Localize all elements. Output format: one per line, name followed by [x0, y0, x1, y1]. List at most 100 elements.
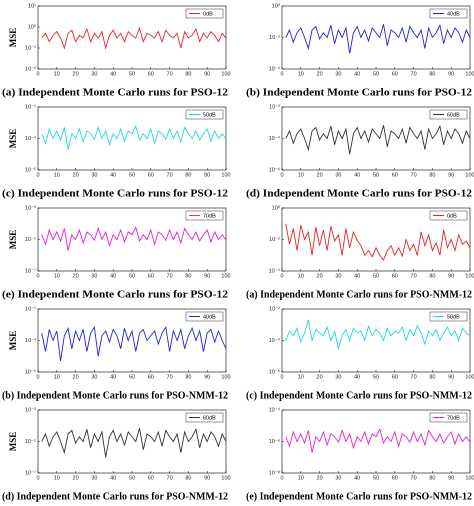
- chart: 0 10 20 30 40 50 60 70 80 90 100 10⁻⁷ 10⁻⁵ 10⁻³ 60dB MS…: [2, 407, 231, 502]
- x-tick-label: 0: [280, 475, 283, 481]
- x-tick-label: 100: [221, 273, 230, 279]
- data-line: [285, 223, 471, 261]
- x-tick-label: 30: [335, 273, 341, 279]
- x-tick-label: 100: [465, 475, 474, 481]
- x-tick-label: 90: [448, 71, 454, 77]
- y-tick-label: 10⁻²: [269, 306, 280, 312]
- x-tick-label: 10: [54, 172, 60, 178]
- chart: 0 10 20 30 40 50 60 70 80 90 100 10⁻² 10⁻¹ 10⁰ 10¹ 0dB M…: [2, 3, 231, 98]
- x-tick-label: 100: [465, 172, 474, 178]
- caption: (e) Independent Monte Carlo runs for PSO…: [246, 491, 472, 502]
- legend-box: [429, 412, 468, 423]
- x-tick-label: 70: [411, 273, 417, 279]
- x-tick-label: 60: [148, 374, 154, 380]
- x-tick-label: 70: [167, 172, 173, 178]
- y-tick-label: 10⁻⁶: [269, 368, 280, 375]
- x-tick-label: 40: [354, 273, 360, 279]
- y-tick-label: 10⁻⁵: [25, 166, 36, 173]
- x-tick-label: 0: [36, 374, 39, 380]
- y-tick-label: 10⁻²: [269, 237, 280, 243]
- y-axis-label: MSE: [8, 331, 18, 351]
- y-tick-label: 10⁻⁵: [25, 438, 36, 445]
- x-tick-label: 80: [185, 172, 191, 178]
- x-tick-label: 50: [373, 273, 379, 279]
- x-tick-label: 10: [298, 273, 304, 279]
- x-tick-label: 0: [280, 172, 283, 178]
- x-tick-label: 70: [167, 475, 173, 481]
- x-tick-label: 30: [91, 273, 97, 279]
- x-tick-label: 90: [448, 374, 454, 380]
- x-tick-label: 90: [448, 475, 454, 481]
- legend-box: [185, 311, 224, 322]
- x-tick-label: 30: [335, 475, 341, 481]
- y-tick-label: 10⁻⁵: [25, 236, 36, 243]
- caption: (b) Independent Monte Carlo runs for PSO…: [246, 87, 472, 98]
- x-tick-label: 20: [317, 172, 323, 178]
- x-tick-label: 90: [204, 172, 210, 178]
- x-tick-label: 80: [429, 374, 435, 380]
- y-tick-label: 10¹: [28, 3, 36, 9]
- x-tick-label: 60: [392, 172, 398, 178]
- data-line: [41, 225, 227, 251]
- legend-label: 40dB: [447, 11, 460, 17]
- y-tick-label: 10⁻⁶: [269, 166, 280, 173]
- x-tick-label: 70: [167, 71, 173, 77]
- x-tick-label: 60: [148, 172, 154, 178]
- y-tick-label: 10⁻⁴: [269, 267, 281, 274]
- chart: 0 10 20 30 40 50 60 70 80 90 100 10⁻⁴ 10⁻² 10⁰ 0dB (a) …: [246, 204, 474, 300]
- y-tick-label: 10⁻⁷: [25, 469, 36, 476]
- x-tick-label: 60: [148, 273, 154, 279]
- legend-label: 50dB: [203, 112, 216, 118]
- x-tick-label: 20: [317, 273, 323, 279]
- x-tick-label: 70: [411, 374, 417, 380]
- x-tick-label: 100: [221, 475, 230, 481]
- y-tick-label: 10⁻⁷: [25, 267, 36, 274]
- x-tick-label: 40: [354, 374, 360, 380]
- legend-label: 70dB: [203, 213, 216, 219]
- y-tick-label: 10⁻⁴: [269, 406, 281, 413]
- legend-box: [185, 109, 224, 120]
- x-tick-label: 50: [373, 475, 379, 481]
- legend-label: 70dB: [447, 415, 460, 421]
- x-tick-label: 100: [221, 172, 230, 178]
- data-line: [41, 325, 227, 362]
- x-tick-label: 0: [36, 172, 39, 178]
- y-tick-label: 10⁻⁵: [25, 368, 36, 375]
- x-tick-label: 40: [354, 475, 360, 481]
- x-tick-label: 0: [36, 71, 39, 77]
- y-tick-label: 10⁻²: [269, 35, 280, 41]
- y-tick-label: 10⁰: [28, 23, 37, 30]
- x-tick-label: 100: [221, 374, 230, 380]
- y-tick-label: 10⁻⁴: [269, 65, 281, 72]
- data-line: [285, 124, 471, 155]
- x-tick-label: 10: [54, 71, 60, 77]
- caption: (d) Independent Monte Carlo runs for PSO…: [246, 188, 472, 199]
- legend-label: 0dB: [447, 213, 457, 219]
- y-tick-label: 10⁻³: [25, 407, 36, 413]
- x-tick-label: 10: [298, 172, 304, 178]
- y-tick-label: 10⁻¹: [25, 306, 36, 312]
- caption: (c) Independent Monte Carlo runs for PSO…: [2, 188, 228, 199]
- x-tick-label: 70: [167, 374, 173, 380]
- y-tick-label: 10⁻⁴: [269, 337, 281, 344]
- chart: 0 10 20 30 40 50 60 70 80 90 100 10⁻⁷ 10⁻⁵ 10⁻³ 70dB MS…: [2, 205, 231, 300]
- x-tick-label: 70: [167, 273, 173, 279]
- caption: (a) Independent Monte Carlo runs for PSO…: [246, 289, 472, 300]
- y-tick-label: 10⁻³: [25, 136, 36, 142]
- x-tick-label: 100: [465, 374, 474, 380]
- x-tick-label: 50: [129, 172, 135, 178]
- x-tick-label: 80: [185, 71, 191, 77]
- x-tick-label: 20: [73, 273, 79, 279]
- y-tick-label: 10⁻⁴: [269, 135, 281, 142]
- x-tick-label: 30: [335, 172, 341, 178]
- x-tick-label: 10: [54, 273, 60, 279]
- x-tick-label: 40: [110, 374, 116, 380]
- legend-label: 60dB: [447, 112, 460, 118]
- chart: 0 10 20 30 40 50 60 70 80 90 100 10⁻⁶ 10⁻⁴ 10⁻² 50dB (c…: [246, 306, 474, 401]
- x-tick-label: 0: [36, 273, 39, 279]
- x-tick-label: 20: [317, 475, 323, 481]
- x-tick-label: 80: [429, 475, 435, 481]
- chart: 0 10 20 30 40 50 60 70 80 90 100 10⁻⁴ 10⁻² 10⁰ 40dB (b)…: [246, 2, 474, 98]
- data-line: [285, 23, 471, 54]
